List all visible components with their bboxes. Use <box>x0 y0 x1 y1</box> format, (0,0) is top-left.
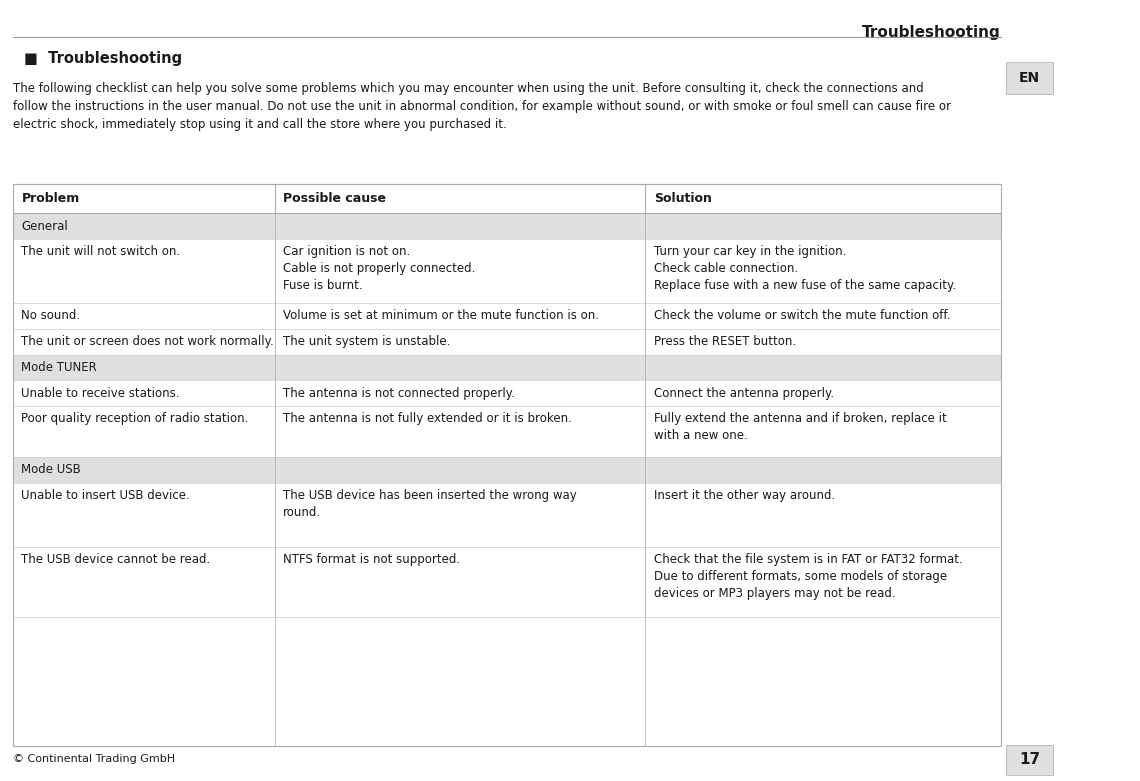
Bar <box>13 213 1001 239</box>
Text: The antenna is not fully extended or it is broken.: The antenna is not fully extended or it … <box>283 412 572 426</box>
Text: EN: EN <box>1019 71 1041 85</box>
Text: Poor quality reception of radio station.: Poor quality reception of radio station. <box>22 412 249 426</box>
Text: Check that the file system is in FAT or FAT32 format.
Due to different formats, : Check that the file system is in FAT or … <box>653 553 962 600</box>
Text: The unit or screen does not work normally.: The unit or screen does not work normall… <box>22 335 275 348</box>
Text: Insert it the other way around.: Insert it the other way around. <box>653 489 834 502</box>
Text: The unit will not switch on.: The unit will not switch on. <box>22 245 180 259</box>
Bar <box>13 303 1001 329</box>
Text: Unable to insert USB device.: Unable to insert USB device. <box>22 489 190 502</box>
Bar <box>13 380 1001 406</box>
Bar <box>13 239 1001 303</box>
Bar <box>13 457 1001 483</box>
Text: The USB device has been inserted the wrong way
round.: The USB device has been inserted the wro… <box>283 489 577 519</box>
Text: Mode TUNER: Mode TUNER <box>22 361 97 374</box>
Text: 17: 17 <box>1019 752 1041 768</box>
Bar <box>13 547 1001 617</box>
Text: The antenna is not connected properly.: The antenna is not connected properly. <box>283 387 515 400</box>
Text: ■  Troubleshooting: ■ Troubleshooting <box>24 51 181 66</box>
Text: The USB device cannot be read.: The USB device cannot be read. <box>22 553 211 566</box>
Bar <box>13 355 1001 380</box>
Bar <box>13 184 1001 213</box>
Text: Check the volume or switch the mute function off.: Check the volume or switch the mute func… <box>653 309 950 323</box>
Text: Troubleshooting: Troubleshooting <box>862 25 1001 40</box>
Text: Problem: Problem <box>22 192 80 205</box>
Text: Car ignition is not on.
Cable is not properly connected.
Fuse is burnt.: Car ignition is not on. Cable is not pro… <box>283 245 475 292</box>
Bar <box>13 184 1001 746</box>
Text: Volume is set at minimum or the mute function is on.: Volume is set at minimum or the mute fun… <box>283 309 600 323</box>
Bar <box>13 483 1001 547</box>
Text: Fully extend the antenna and if broken, replace it
with a new one.: Fully extend the antenna and if broken, … <box>653 412 946 442</box>
Text: © Continental Trading GmbH: © Continental Trading GmbH <box>13 754 176 764</box>
Bar <box>13 406 1001 457</box>
Text: Connect the antenna properly.: Connect the antenna properly. <box>653 387 833 400</box>
Text: NTFS format is not supported.: NTFS format is not supported. <box>283 553 461 566</box>
Bar <box>13 329 1001 355</box>
Text: Unable to receive stations.: Unable to receive stations. <box>22 387 180 400</box>
Text: No sound.: No sound. <box>22 309 81 323</box>
Bar <box>1007 62 1053 94</box>
Text: The unit system is unstable.: The unit system is unstable. <box>283 335 450 348</box>
Text: General: General <box>22 219 68 233</box>
Text: Press the RESET button.: Press the RESET button. <box>653 335 796 348</box>
Text: Solution: Solution <box>653 192 711 205</box>
Text: Possible cause: Possible cause <box>283 192 386 205</box>
Bar <box>1007 745 1053 775</box>
Text: Mode USB: Mode USB <box>22 463 81 476</box>
Text: Turn your car key in the ignition.
Check cable connection.
Replace fuse with a n: Turn your car key in the ignition. Check… <box>653 245 955 292</box>
Text: The following checklist can help you solve some problems which you may encounter: The following checklist can help you sol… <box>13 82 951 131</box>
